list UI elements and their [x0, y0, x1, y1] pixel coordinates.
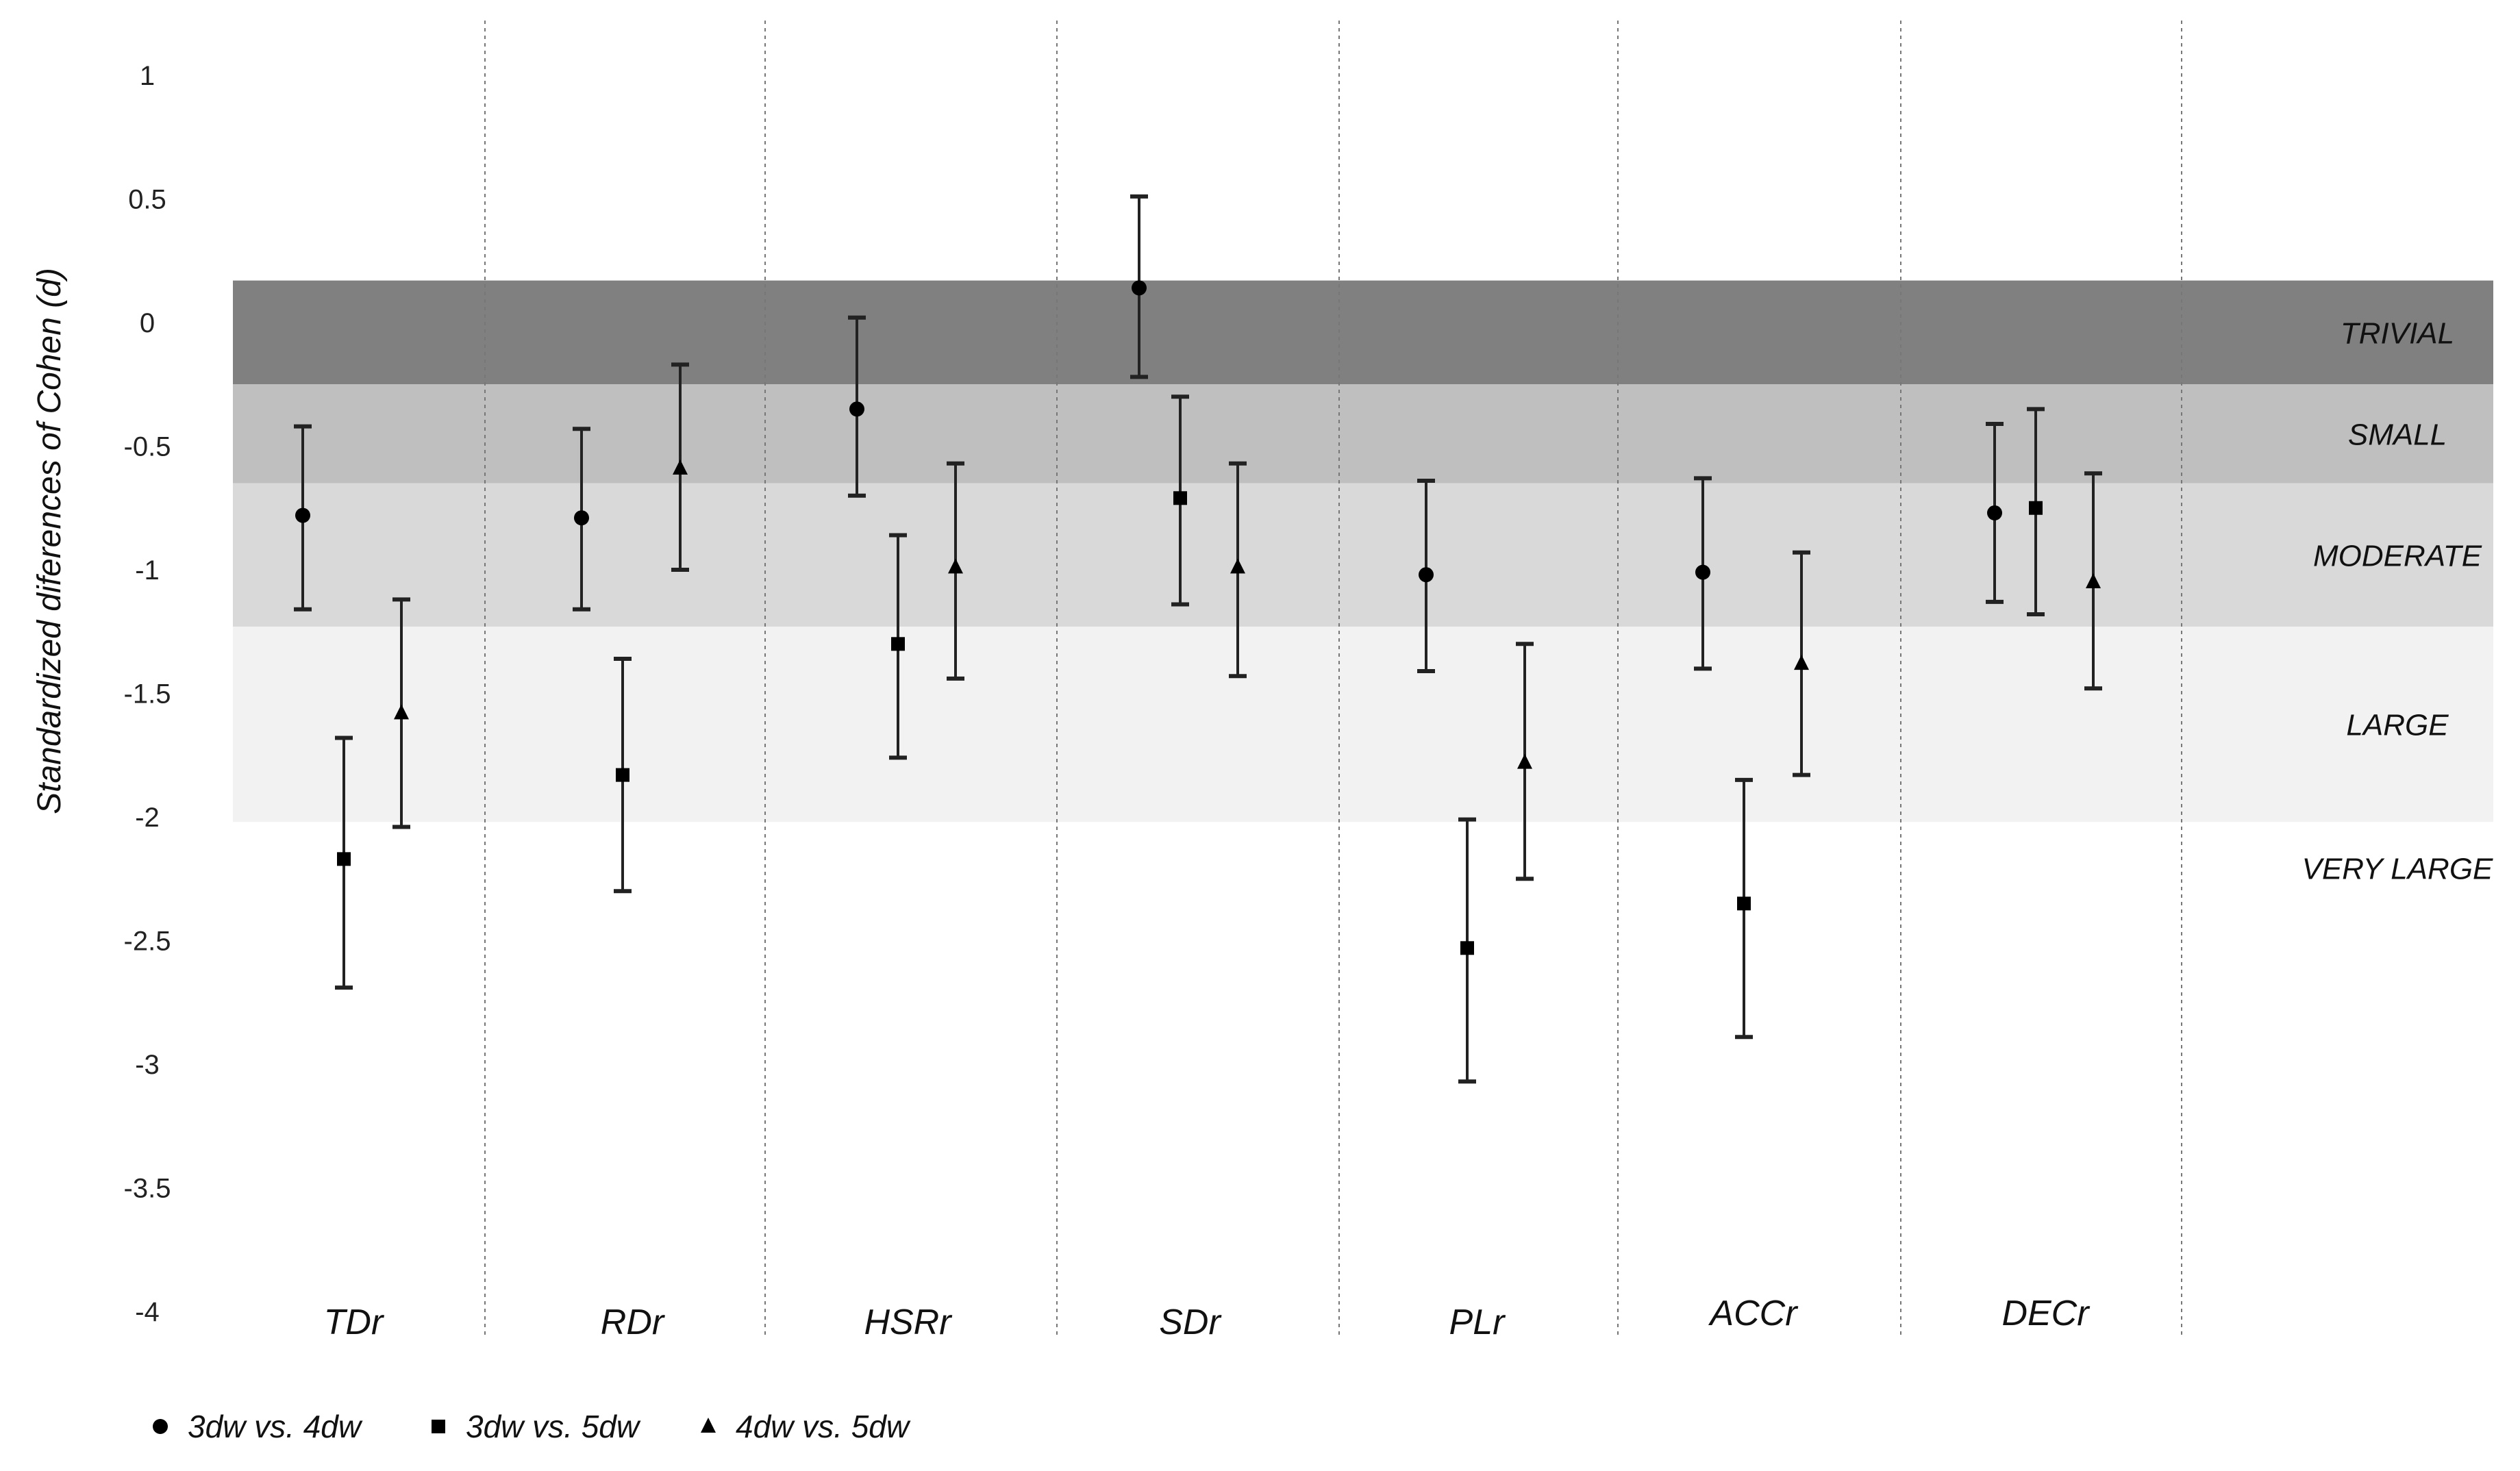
error-bar-group	[1171, 394, 1189, 607]
category-label-plr: PLr	[1449, 1303, 1507, 1342]
legend-marker-circle	[153, 1419, 168, 1434]
legend-item: 3dw vs. 5dw	[432, 1409, 641, 1444]
point-triangle	[1517, 753, 1532, 769]
y-tick-label: 0.5	[128, 185, 166, 215]
point-square	[1460, 941, 1474, 955]
y-tick-label: -2.5	[124, 927, 171, 957]
error-bar-group	[1458, 817, 1476, 1084]
legend-label: 4dw vs. 5dw	[736, 1409, 911, 1444]
category-label-rdr: RDr	[601, 1303, 666, 1342]
legend-label: 3dw vs. 5dw	[466, 1409, 641, 1444]
y-tick-label: -1	[135, 555, 160, 586]
point-circle	[1132, 280, 1147, 296]
error-bar-group	[1793, 550, 1810, 777]
y-axis-title: Standardized diferences of Cohen (d)	[32, 268, 68, 814]
error-bar-group	[1130, 194, 1148, 379]
legend-marker-square	[432, 1420, 445, 1433]
point-circle	[295, 507, 310, 523]
band-moderate	[233, 483, 2493, 627]
point-circle	[1419, 567, 1434, 583]
error-bar-group	[1229, 461, 1247, 679]
band-label-moderate: MODERATE	[2313, 539, 2482, 573]
category-label-tdr: TDr	[324, 1303, 385, 1342]
error-bar-group	[889, 533, 907, 760]
point-triangle	[948, 558, 963, 574]
y-tick-label: 0	[140, 308, 155, 338]
point-square	[2029, 501, 2043, 515]
band-label-large: LARGE	[2346, 709, 2449, 742]
error-bar-group	[2084, 471, 2102, 691]
point-square	[891, 637, 905, 651]
point-circle	[849, 401, 864, 417]
legend-marker-triangle	[701, 1418, 716, 1433]
category-label-sdr: SDr	[1159, 1303, 1222, 1342]
x-axis-category-labels: TDr RDr HSRr SDr PLr ACCr DECr	[324, 1294, 2091, 1342]
point-square	[616, 768, 629, 782]
y-tick-label: -3	[135, 1050, 160, 1080]
band-small	[233, 384, 2493, 483]
point-circle	[1987, 505, 2002, 520]
band-label-very-large: VERY LARGE	[2302, 852, 2493, 885]
error-bar-group	[2027, 407, 2045, 616]
error-bar-group	[671, 362, 689, 572]
magnitude-band-labels: TRIVIAL SMALL MODERATE LARGE VERY LARGE	[2302, 316, 2493, 885]
error-bar-group	[294, 424, 312, 612]
point-circle	[1695, 564, 1710, 580]
error-bar-group	[1694, 476, 1712, 671]
band-large	[233, 627, 2493, 822]
point-triangle	[394, 704, 409, 720]
y-tick-label: -1.5	[124, 679, 171, 709]
category-separators	[484, 21, 2182, 1335]
error-bar-group	[848, 315, 866, 498]
error-bar-group	[1986, 422, 2004, 604]
point-triangle	[1794, 655, 1809, 670]
category-label-hsrr: HSRr	[864, 1303, 953, 1342]
legend-label: 3dw vs. 4dw	[188, 1409, 363, 1444]
y-tick-label: 1	[140, 61, 155, 91]
point-square	[337, 852, 351, 866]
legend: 3dw vs. 4dw 3dw vs. 5dw 4dw vs. 5dw	[153, 1409, 911, 1444]
legend-item: 4dw vs. 5dw	[701, 1409, 911, 1444]
y-tick-label: -3.5	[124, 1174, 171, 1204]
point-triangle	[1230, 558, 1245, 574]
point-triangle	[2086, 573, 2101, 589]
point-triangle	[673, 459, 688, 475]
error-bar-group	[1417, 479, 1435, 674]
error-bar-group	[614, 656, 632, 894]
legend-item: 3dw vs. 4dw	[153, 1409, 363, 1444]
category-label-decr: DECr	[2001, 1294, 2091, 1333]
error-bar-group	[947, 461, 964, 681]
point-circle	[574, 510, 589, 526]
y-tick-label: -4	[135, 1297, 160, 1327]
category-label-accr: ACCr	[1708, 1294, 1799, 1333]
error-bar-group	[1735, 777, 1753, 1040]
error-bar-group	[392, 597, 410, 829]
point-square	[1173, 491, 1187, 505]
magnitude-bands	[233, 280, 2493, 822]
band-trivial	[233, 280, 2493, 385]
y-tick-label: -0.5	[124, 432, 171, 462]
error-bar-group	[335, 736, 353, 990]
band-label-small: SMALL	[2348, 418, 2447, 451]
point-square	[1737, 896, 1751, 911]
error-bar-group	[573, 427, 590, 612]
error-bar-group	[1516, 642, 1534, 881]
data-marks	[294, 194, 2102, 1084]
band-label-trivial: TRIVIAL	[2341, 316, 2454, 350]
y-tick-label: -2	[135, 803, 160, 833]
y-axis-ticks: 1 0.5 0 -0.5 -1 -1.5 -2 -2.5 -3 -3.5 -4	[124, 61, 171, 1327]
